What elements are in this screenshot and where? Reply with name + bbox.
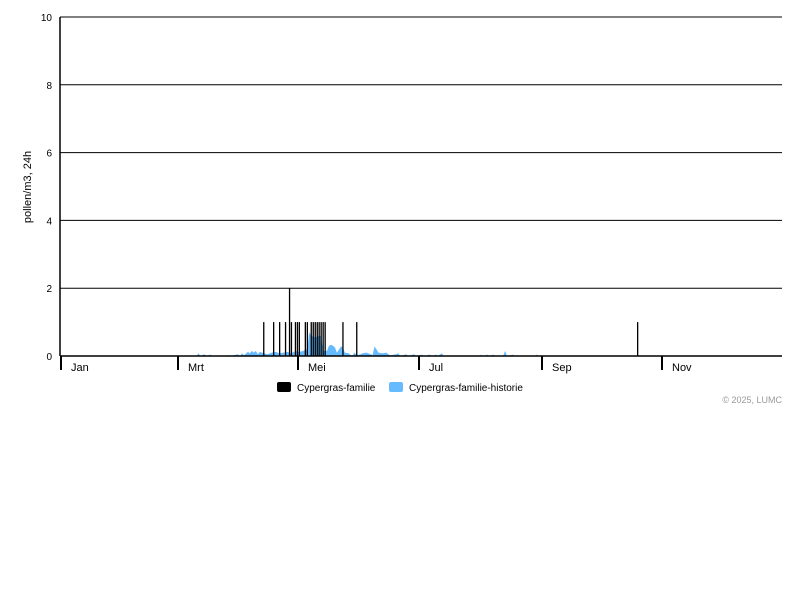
bar	[284, 322, 287, 356]
x-tick-label: Jul	[429, 362, 443, 374]
bar	[324, 322, 326, 356]
axes: 0 2 4 6 8 10 Jan Mrt Mei Jul Sep Nov	[41, 13, 782, 374]
y-tick-label: 6	[46, 149, 52, 160]
legend: Cypergras-familie Cypergras-familie-hist…	[277, 382, 523, 394]
bar	[356, 322, 358, 356]
bar	[318, 322, 320, 356]
y-tick-label: 10	[41, 13, 53, 24]
bar	[290, 322, 293, 356]
bar	[342, 322, 344, 356]
copyright: © 2025, LUMC	[722, 395, 782, 405]
x-tick-label: Sep	[552, 362, 572, 374]
bar	[263, 322, 265, 356]
y-tick-label: 8	[46, 81, 52, 92]
x-tick-label: Mei	[308, 362, 326, 374]
bar	[310, 322, 312, 356]
gridlines	[60, 16, 782, 357]
bar	[279, 322, 281, 356]
bar	[296, 322, 299, 356]
legend-swatch	[277, 382, 291, 392]
bar	[320, 322, 322, 356]
legend-label: Cypergras-familie	[297, 383, 376, 394]
y-axis-label: pollen/m3, 24h	[22, 151, 34, 223]
y-tick-label: 4	[46, 216, 52, 227]
bar	[304, 322, 306, 356]
bar	[298, 322, 300, 356]
y-tick-label: 0	[46, 352, 52, 363]
bar	[322, 322, 324, 356]
x-tick-label: Nov	[672, 362, 692, 374]
bar	[312, 322, 314, 356]
legend-item-cypergras-familie[interactable]: Cypergras-familie	[277, 382, 376, 394]
legend-label: Cypergras-familie-historie	[409, 383, 523, 394]
bar	[637, 322, 639, 356]
history-area	[196, 332, 539, 356]
bar	[314, 322, 316, 356]
x-tick-label: Jan	[71, 362, 89, 374]
legend-swatch	[389, 382, 403, 392]
x-tick-label: Mrt	[188, 362, 204, 374]
legend-item-cypergras-familie-historie[interactable]: Cypergras-familie-historie	[389, 382, 523, 394]
bars-layer	[263, 288, 639, 356]
bar	[316, 322, 318, 356]
bar	[288, 288, 291, 356]
y-tick-label: 2	[46, 284, 52, 295]
history-area-layer	[196, 332, 539, 356]
bar	[273, 322, 275, 356]
bar	[306, 322, 308, 356]
bar	[294, 322, 297, 356]
